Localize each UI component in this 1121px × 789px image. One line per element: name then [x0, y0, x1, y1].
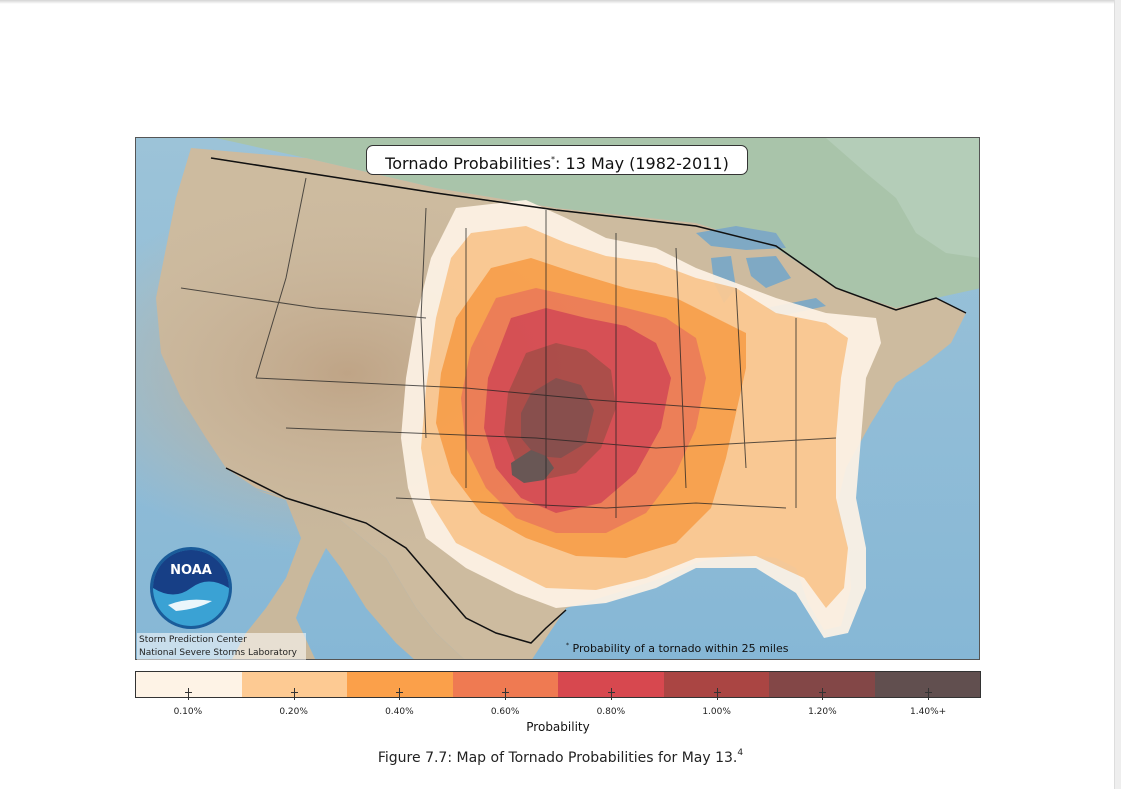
- legend-tick-cross: [925, 692, 933, 693]
- svg-text:NOAA: NOAA: [170, 563, 212, 578]
- map-footnote: * Probability of a tornado within 25 mil…: [566, 642, 788, 655]
- figure-caption: Figure 7.7: Map of Tornado Probabilities…: [0, 748, 1121, 766]
- band-1-40: [511, 450, 554, 483]
- legend-tick-label: 1.00%: [702, 707, 731, 717]
- us-canada-border: [210, 157, 967, 314]
- caption-footnote-ref[interactable]: 4: [737, 748, 744, 758]
- map-title-marker: *: [551, 155, 556, 164]
- legend-tick: [822, 688, 824, 700]
- legend-tick-label: 0.10%: [173, 707, 203, 717]
- probability-contours: [401, 200, 881, 638]
- legend-tick: [928, 688, 930, 700]
- noaa-logo-icon: NOAA: [150, 547, 232, 629]
- map-title-text: Tornado Probabilities: [385, 154, 552, 173]
- legend-tick-label: 1.20%: [808, 707, 837, 717]
- footnote-marker: *: [566, 642, 569, 649]
- page-top-shadow: [0, 0, 1121, 4]
- credit-nssl: National Severe Storms Laboratory: [139, 648, 298, 658]
- page-edge-scrollbar[interactable]: [1114, 0, 1121, 789]
- footnote-text: Probability of a tornado within 25 miles: [572, 642, 789, 655]
- legend-tick: [399, 688, 401, 700]
- legend-tick-cross: [502, 692, 510, 693]
- legend-title: Probability: [526, 720, 590, 734]
- us-mexico-border: [225, 467, 567, 644]
- map-title: Tornado Probabilities*: 13 May (1982-201…: [366, 145, 748, 175]
- legend-tick-cross: [607, 692, 615, 693]
- legend-tick-label: 0.20%: [279, 707, 308, 717]
- legend-tick-cross: [713, 692, 721, 693]
- legend-tick-label: 0.80%: [596, 707, 626, 717]
- tornado-probability-map: [135, 137, 980, 660]
- credit-spc: Storm Prediction Center: [139, 635, 247, 645]
- legend-tick: [187, 688, 189, 700]
- legend-tick: [293, 688, 295, 700]
- legend-tick-label: 0.60%: [490, 707, 520, 717]
- legend-tick-cross: [396, 692, 404, 693]
- legend-tick-cross: [184, 692, 192, 693]
- legend-tick-cross: [819, 692, 827, 693]
- legend-tick-label: 0.40%: [385, 707, 414, 717]
- probability-legend: [135, 671, 981, 698]
- legend-tick-cross: [290, 692, 298, 693]
- legend-tick: [505, 688, 507, 700]
- lake-huron: [746, 256, 791, 288]
- legend-tick-label: 1.40%+: [910, 707, 947, 717]
- legend-tick: [716, 688, 718, 700]
- map-title-date: : 13 May (1982-2011): [555, 154, 729, 173]
- caption-text: Figure 7.7: Map of Tornado Probabilities…: [377, 750, 738, 766]
- legend-tick-labels: 0.10% 0.20% 0.40% 0.60% 0.80% 1.00% 1.20% 1.40%…: [135, 688, 981, 718]
- legend-tick: [610, 688, 612, 700]
- map-credits: Storm Prediction Center National Severe …: [137, 633, 306, 662]
